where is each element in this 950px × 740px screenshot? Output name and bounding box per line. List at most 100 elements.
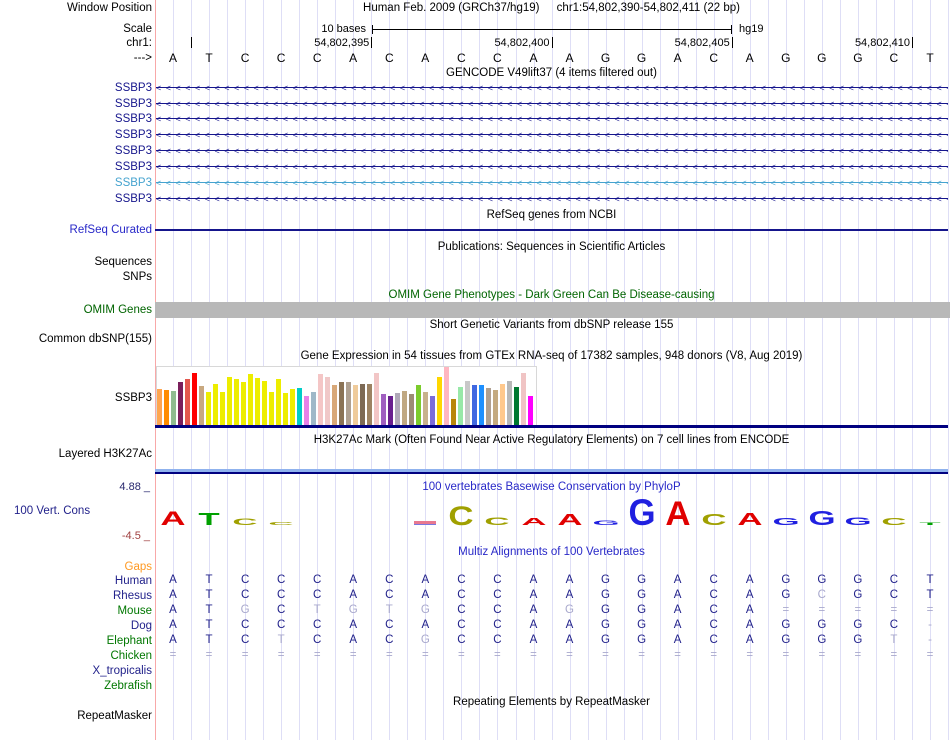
gtex-tissue-bar[interactable] [409,394,414,425]
gencode-gene-line[interactable]: <<<<<<<<<<<<<<<<<<<<<<<<<<<<<<<<<<<<<<<<… [156,81,948,95]
gene-line [156,134,948,135]
gencode-gene-line[interactable]: <<<<<<<<<<<<<<<<<<<<<<<<<<<<<<<<<<<<<<<<… [156,160,948,174]
gtex-tissue-bar[interactable] [241,382,246,425]
multiz-species-label[interactable]: Mouse [117,605,152,617]
gtex-tissue-bar[interactable] [444,367,449,425]
gtex-tissue-bar[interactable] [297,388,302,425]
gencode-gene-label[interactable]: SSBP3 [114,161,152,173]
gtex-tissue-bar[interactable] [381,394,386,425]
multiz-base: A [529,589,538,601]
gtex-tissue-bar[interactable] [157,389,162,425]
gtex-tissue-bar[interactable] [227,377,232,425]
gtex-tissue-bar[interactable] [339,382,344,425]
gtex-tissue-bar[interactable] [367,384,372,425]
gencode-gene-line[interactable]: <<<<<<<<<<<<<<<<<<<<<<<<<<<<<<<<<<<<<<<<… [156,192,948,206]
gtex-tissue-bar[interactable] [451,399,456,425]
gtex-tissue-bar[interactable] [234,379,239,425]
gtex-tissue-bar[interactable] [171,391,176,425]
gtex-tissue-bar[interactable] [178,382,183,425]
gencode-gene-label[interactable]: SSBP3 [114,113,152,125]
gtex-tissue-bar[interactable] [248,374,253,425]
gtex-tissue-bar[interactable] [500,384,505,425]
multiz-species-label[interactable]: Zebrafish [104,680,152,692]
gencode-gene-line[interactable]: <<<<<<<<<<<<<<<<<<<<<<<<<<<<<<<<<<<<<<<<… [156,144,948,158]
multiz-species-label[interactable]: Dog [130,620,152,632]
gencode-gene-label[interactable]: SSBP3 [114,82,152,94]
gencode-gene-label[interactable]: SSBP3 [114,129,152,141]
multiz-species-label[interactable]: Chicken [110,650,152,662]
gencode-gene-label[interactable]: SSBP3 [114,98,152,110]
gtex-tissue-bar[interactable] [388,396,393,425]
gtex-tissue-bar[interactable] [374,373,379,425]
refseq-curated-label[interactable]: RefSeq Curated [69,224,152,236]
gtex-tissue-bar[interactable] [199,386,204,425]
gencode-gene-line[interactable]: <<<<<<<<<<<<<<<<<<<<<<<<<<<<<<<<<<<<<<<<… [156,176,948,190]
gtex-tissue-bar[interactable] [402,391,407,425]
gencode-gene-line[interactable]: <<<<<<<<<<<<<<<<<<<<<<<<<<<<<<<<<<<<<<<<… [156,112,948,126]
h3k27ac-signal-band[interactable] [155,469,948,472]
omim-genes-label[interactable]: OMIM Genes [83,304,152,316]
gencode-gene-label[interactable]: SSBP3 [114,145,152,157]
sequences-label[interactable]: Sequences [94,256,152,268]
common-dbsnp-label[interactable]: Common dbSNP(155) [38,333,152,345]
gtex-tissue-bar[interactable] [262,381,267,425]
omim-genes-bar[interactable] [155,302,950,318]
gtex-tissue-bar[interactable] [311,392,316,425]
gtex-tissue-bar[interactable] [472,385,477,425]
gtex-tissue-bar[interactable] [346,382,351,425]
multiz-species-label[interactable]: Elephant [106,635,152,647]
multiz-species-label[interactable]: Human [114,575,152,587]
multiz-base: G [817,619,827,631]
gtex-tissue-bar[interactable] [514,387,519,425]
gtex-tissue-bar[interactable] [213,384,218,425]
refseq-curated-gene-line[interactable] [155,229,948,231]
gtex-tissue-bar[interactable] [430,396,435,425]
gtex-tissue-bar[interactable] [486,388,491,425]
gtex-tissue-bar[interactable] [423,392,428,425]
gtex-tissue-bar[interactable] [458,387,463,425]
gtex-tissue-bar[interactable] [521,373,526,425]
gtex-tissue-bar[interactable] [528,396,533,425]
gtex-tissue-bar[interactable] [507,381,512,425]
repeatmasker-label[interactable]: RepeatMasker [77,710,152,722]
gtex-tissue-bar[interactable] [325,377,330,425]
gtex-tissue-bar[interactable] [283,393,288,425]
snps-label[interactable]: SNPs [122,271,152,283]
gencode-gene-label[interactable]: SSBP3 [114,193,152,205]
layered-h3k27ac-label[interactable]: Layered H3K27Ac [58,448,152,460]
gtex-tissue-bar[interactable] [360,384,365,425]
gtex-tissue-bar[interactable] [416,385,421,425]
gtex-tissue-bar[interactable] [164,390,169,425]
multiz-base: = [458,649,465,661]
gtex-tissue-bar[interactable] [192,373,197,425]
multiz-base: A [349,574,358,586]
gtex-tissue-bar[interactable] [290,389,295,425]
gencode-gene-line[interactable]: <<<<<<<<<<<<<<<<<<<<<<<<<<<<<<<<<<<<<<<<… [156,97,948,111]
gencode-gene-line[interactable]: <<<<<<<<<<<<<<<<<<<<<<<<<<<<<<<<<<<<<<<<… [156,128,948,142]
sequence-base: C [493,51,502,65]
gtex-tissue-bar[interactable] [255,378,260,425]
gtex-tissue-bar[interactable] [493,390,498,425]
gtex-tissue-bar[interactable] [276,379,281,425]
vert-cons-label[interactable]: 100 Vert. Cons [14,505,91,517]
gtex-tissue-bar[interactable] [395,393,400,425]
gencode-gene-label[interactable]: SSBP3 [114,177,152,189]
gtex-tissue-bar[interactable] [353,385,358,425]
gtex-tissue-bar[interactable] [185,379,190,425]
gtex-tissue-bar[interactable] [304,396,309,425]
sequence-base: A [565,51,574,65]
gtex-tissue-bar[interactable] [220,392,225,425]
gene-direction-arrows: <<<<<<<<<<<<<<<<<<<<<<<<<<<<<<<<<<<<<<<<… [156,99,948,109]
gtex-tissue-bar[interactable] [206,392,211,425]
gtex-tissue-bar[interactable] [465,381,470,425]
gtex-tissue-bar[interactable] [479,385,484,425]
gtex-gene-label[interactable]: SSBP3 [114,392,152,404]
multiz-gaps-label[interactable]: Gaps [124,561,153,573]
multiz-base: G [420,604,430,616]
gtex-tissue-bar[interactable] [318,374,323,425]
gtex-tissue-bar[interactable] [269,392,274,425]
gtex-tissue-bar[interactable] [437,377,442,425]
gtex-tissue-bar[interactable] [332,385,337,425]
multiz-species-label[interactable]: X_tropicalis [92,665,152,677]
multiz-species-label[interactable]: Rhesus [113,590,152,602]
